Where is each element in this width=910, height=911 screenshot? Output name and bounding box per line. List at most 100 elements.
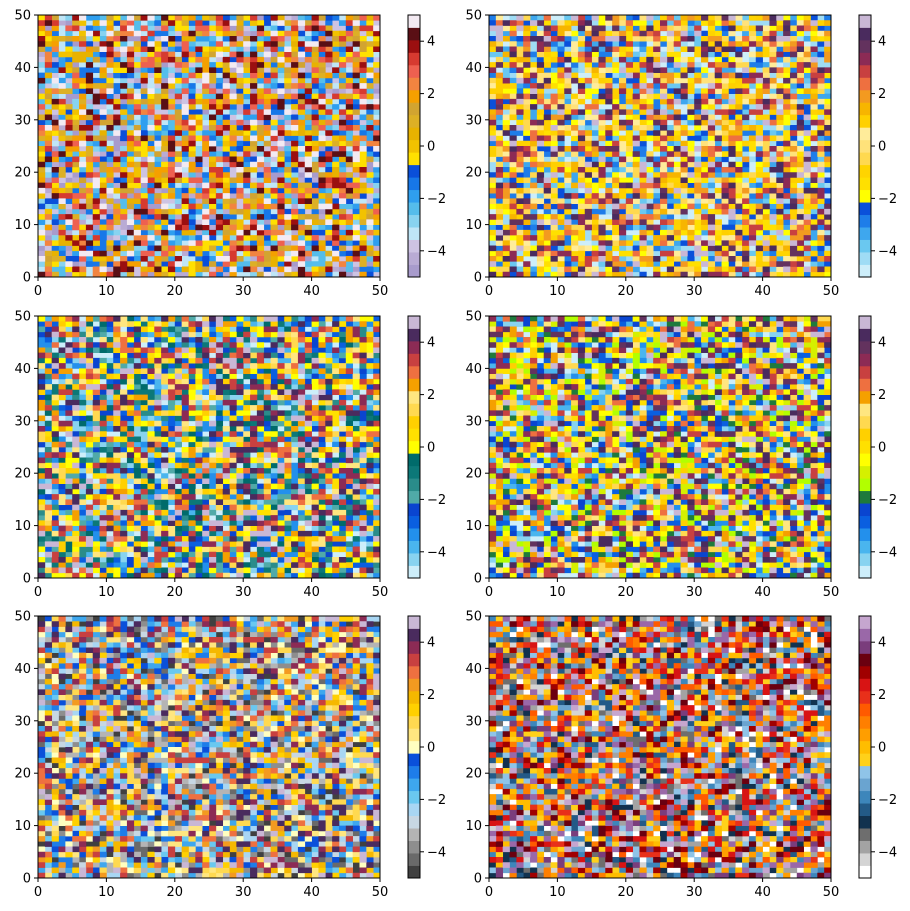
y-tick-label: 50 <box>14 9 31 24</box>
colorbar-band <box>859 164 871 178</box>
heatmap-cells <box>38 616 381 879</box>
heatmap-bin-16 <box>38 616 381 874</box>
y-tick-label: 50 <box>465 310 482 325</box>
colorbar-band <box>408 340 420 354</box>
x-tick-label: 0 <box>485 585 493 600</box>
heatmap-bin-11 <box>489 616 832 879</box>
x-tick-label: 10 <box>98 284 115 299</box>
heatmap-bin-13 <box>489 616 832 874</box>
heatmap-bin-16 <box>38 15 381 278</box>
colorbar-band <box>859 227 871 240</box>
colorbar-band <box>408 703 420 717</box>
heatmap-bin-17 <box>38 15 381 278</box>
colorbar-band <box>859 803 871 817</box>
colorbar-band <box>859 840 871 854</box>
colorbar-band <box>408 503 420 517</box>
y-tick-label: 10 <box>14 218 31 233</box>
subplot-1: 0 10 20 30 40 50 0 10 20 30 40 50 −4 −2 0 2 4 <box>14 9 446 300</box>
colorbar-tick-label: −2 <box>878 793 897 808</box>
x-tick-label: 50 <box>372 284 389 299</box>
y-tick-label: 40 <box>14 662 31 677</box>
colorbar-band <box>408 64 420 78</box>
colorbar-band <box>859 127 871 141</box>
y-tick-label: 30 <box>465 414 482 429</box>
heatmap-bin-18 <box>38 15 381 273</box>
x-tick-label: 20 <box>167 585 184 600</box>
colorbar-band <box>859 478 871 492</box>
subplot-3: 0 10 20 30 40 50 0 10 20 30 40 50 −4 −2 0 2 4 <box>14 310 446 601</box>
colorbar-tick-label: −2 <box>427 793 446 808</box>
colorbar: −4 −2 0 2 4 <box>407 615 446 879</box>
heatmap-bin-20 <box>489 15 832 278</box>
colorbar-band <box>408 77 420 91</box>
y-tick-label: 30 <box>14 714 31 729</box>
heatmap-bin-19 <box>489 616 832 879</box>
colorbar-band <box>859 740 871 754</box>
colorbar-tick-label: 4 <box>427 35 435 50</box>
colorbar-band <box>859 828 871 841</box>
colorbar-band <box>408 89 420 103</box>
x-tick-label: 20 <box>618 585 635 600</box>
heatmap-cells <box>38 316 381 579</box>
heatmap-bin-15 <box>38 316 381 579</box>
colorbar-band <box>408 202 420 216</box>
y-tick-label: 20 <box>465 767 482 782</box>
x-tick-label: 10 <box>549 585 566 600</box>
x-tick-label: 40 <box>303 885 320 900</box>
colorbar-band <box>408 15 420 28</box>
colorbar: −4 −2 0 2 4 <box>407 14 446 278</box>
colorbar-band <box>408 753 420 767</box>
axes-frame <box>488 315 832 579</box>
heatmap-bin-1 <box>489 616 832 879</box>
colorbar-band <box>859 264 871 278</box>
x-tick-label: 0 <box>34 585 42 600</box>
colorbar: −4 −2 0 2 4 <box>858 615 897 879</box>
heatmap-bin-12 <box>38 316 381 579</box>
colorbar-band <box>859 403 871 417</box>
colorbar-band <box>859 465 871 479</box>
colorbar-band <box>859 453 871 467</box>
x-tick-label: 10 <box>98 885 115 900</box>
colorbar-tick-label: 2 <box>427 87 435 102</box>
colorbar-band <box>859 114 871 128</box>
colorbar-tick-label: 4 <box>878 35 886 50</box>
colorbar-band <box>859 815 871 829</box>
x-tick-label: 30 <box>686 885 703 900</box>
colorbar-tick-label: 2 <box>427 388 435 403</box>
axes-frame <box>37 615 381 879</box>
colorbar: −4 −2 0 2 4 <box>858 14 897 278</box>
colorbar-band <box>859 853 871 866</box>
colorbar-band <box>408 565 420 579</box>
x-tick-label: 40 <box>754 885 771 900</box>
colorbar-band <box>408 264 420 278</box>
colorbar-band <box>859 528 871 541</box>
colorbar-band <box>859 15 871 28</box>
colorbar-band <box>408 690 420 704</box>
axes-frame <box>488 14 832 278</box>
x-tick-label: 0 <box>34 885 42 900</box>
heatmap-bin-20 <box>38 316 381 579</box>
colorbar-band <box>408 778 420 792</box>
x-tick-label: 50 <box>823 585 840 600</box>
x-tick-label: 30 <box>235 885 252 900</box>
colorbar-band <box>859 177 871 191</box>
colorbar-band <box>408 328 420 342</box>
colorbar-tick-label: −2 <box>878 192 897 207</box>
heatmap-bin-18 <box>495 15 832 278</box>
colorbar-band <box>408 853 420 866</box>
colorbar-band <box>408 365 420 379</box>
y-tick-label: 40 <box>465 61 482 76</box>
heatmap-bin-16 <box>489 316 832 579</box>
colorbar-band <box>408 403 420 417</box>
heatmap-bin-0 <box>38 316 381 579</box>
x-tick-label: 40 <box>754 585 771 600</box>
colorbar-band <box>859 64 871 78</box>
heatmap-bin-2 <box>489 316 832 579</box>
y-tick-label: 10 <box>465 819 482 834</box>
heatmap-bin-11 <box>489 15 825 278</box>
colorbar-band <box>859 415 871 429</box>
y-tick-label: 30 <box>465 113 482 128</box>
heatmap-bin-18 <box>489 316 832 579</box>
colorbar-band <box>859 490 871 504</box>
colorbar-band <box>408 316 420 329</box>
